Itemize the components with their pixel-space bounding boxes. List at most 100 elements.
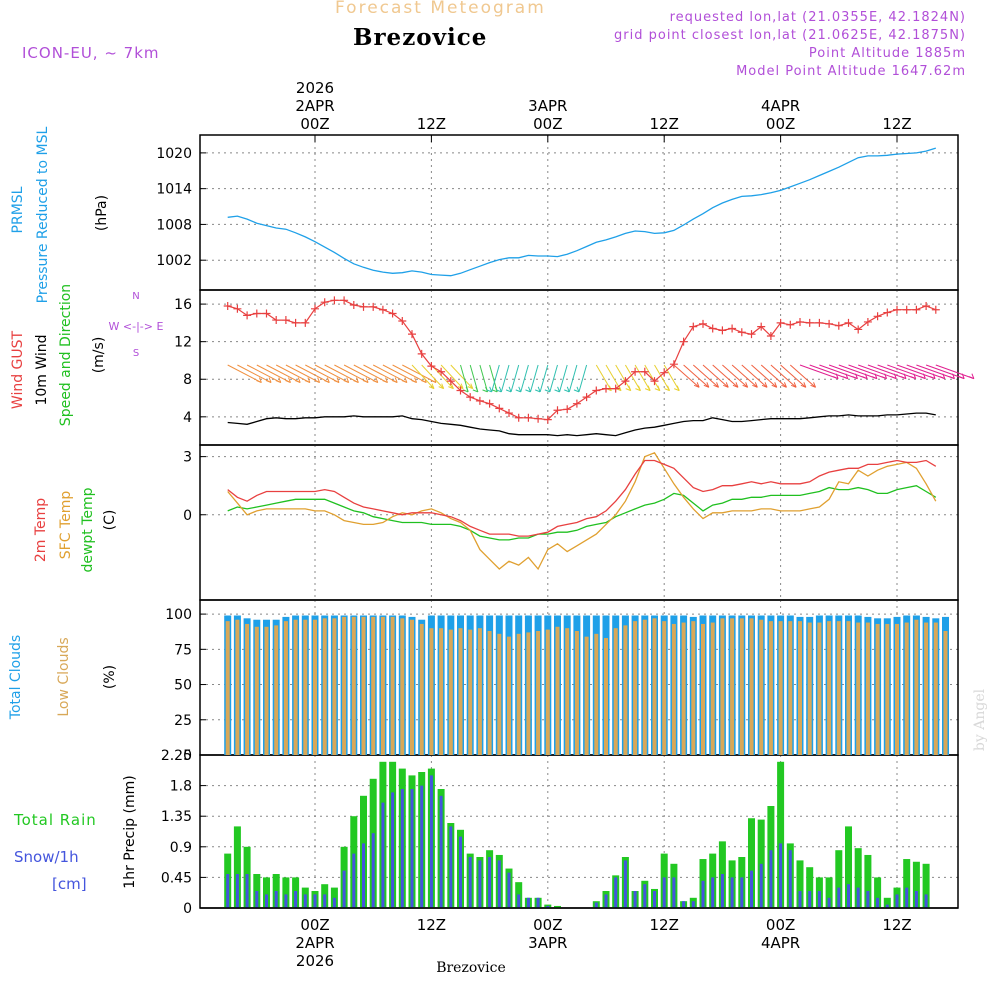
cloud-low-bar	[410, 619, 414, 755]
wind-gust-marker	[669, 360, 678, 369]
wind-gust-marker	[340, 296, 349, 305]
wind-arrow	[838, 364, 878, 380]
cloud-low-bar	[798, 621, 802, 755]
wind-arrow-head	[362, 377, 369, 383]
precip-snow-bar	[497, 860, 501, 908]
cloud-total-label: Total Clouds	[8, 635, 24, 720]
wind-gust-marker	[320, 298, 329, 307]
cloud-low-bar	[701, 623, 705, 755]
wind-gust-marker	[262, 309, 271, 318]
precip-rain-bar	[903, 859, 911, 908]
wind-arrow	[411, 364, 435, 389]
cloud-low-bar	[865, 622, 870, 755]
precip-snow-bar	[885, 904, 889, 908]
cloud-low-bar	[332, 618, 337, 755]
cloud-low-bar	[477, 628, 482, 755]
wind-arrow-head	[810, 382, 817, 388]
compass-north: N	[132, 291, 139, 302]
cloud-low-bar	[933, 622, 938, 755]
cloud-low-bar	[545, 629, 550, 755]
wind-gust-marker	[766, 332, 775, 341]
wind-arrow-head	[256, 377, 262, 383]
temp-frame	[199, 444, 959, 601]
pressure-ytick-label: 1020	[156, 146, 192, 162]
cloud-low-bar	[720, 618, 725, 755]
precip-snow-bar	[449, 826, 453, 908]
wind-arrow	[702, 364, 729, 388]
wind-gust-marker	[301, 318, 310, 327]
point-altitude: Point Altitude 1885m	[808, 46, 966, 61]
precip-snow-bar	[798, 891, 802, 908]
precip-snow-bar	[313, 894, 317, 908]
precip-ytick-label: 0.9	[170, 840, 192, 856]
precip-ytick-label: 0.45	[161, 870, 192, 886]
pressure-panel: 1002 1008 1014 1020	[156, 134, 959, 291]
wind-arrow-head	[790, 382, 797, 388]
precip-snow-bar	[294, 891, 298, 908]
station-title: Brezovice	[353, 24, 488, 51]
wind-dir-label: Speed and Direction	[58, 284, 74, 426]
wind-arrow	[237, 364, 272, 383]
wind-speed-line	[227, 412, 936, 437]
precip-rain-bar	[777, 761, 785, 908]
wind-arrow-head	[800, 382, 807, 388]
wind-arrow	[751, 364, 778, 388]
precip-frame	[199, 754, 959, 909]
precip-snow-bar	[303, 894, 307, 908]
cloud-low-bar	[875, 623, 880, 755]
cloud-low-bar	[254, 626, 259, 755]
wind-arrow	[848, 364, 887, 380]
wind-arrow	[828, 364, 868, 380]
wind-arrow-head	[392, 377, 398, 383]
wind-arrow	[539, 364, 549, 393]
cloud-low-bar	[642, 619, 647, 755]
precip-rain-bar	[845, 826, 852, 908]
wind-gust-marker	[834, 321, 843, 330]
pressure-label-msl: Pressure Reduced to MSL	[35, 126, 51, 303]
precip-snow-bar	[439, 795, 443, 908]
cloud-low-bar	[516, 633, 521, 755]
precip-snow-bar	[720, 874, 724, 908]
wind-arrow	[549, 364, 558, 393]
wind-arrow-head	[664, 385, 671, 392]
wind-arrow-head	[275, 377, 282, 383]
temp-sfc-line	[227, 451, 937, 571]
wind-arrow	[916, 364, 955, 380]
wind-gust-marker	[524, 413, 533, 422]
cloud-low-bar	[322, 618, 327, 755]
precip-rain-label: Total Rain	[13, 811, 97, 829]
wind-gust-marker	[495, 404, 504, 413]
watermark: by Angel	[972, 688, 988, 751]
bottom-time-label: 3APR	[528, 934, 567, 952]
wind-arrow-head	[693, 382, 700, 388]
wind-gust-marker	[863, 317, 872, 326]
wind-arrow-head	[742, 382, 749, 388]
wind-gust-marker	[291, 318, 300, 327]
wind-arrow	[275, 364, 311, 383]
precip-snow-bar	[429, 775, 433, 908]
wind-arrow	[789, 364, 816, 388]
temp-ytick-label: 3	[183, 450, 192, 466]
precip-snow-bar	[546, 905, 550, 908]
cloud-low-bar	[623, 625, 628, 755]
wind-arrow	[615, 364, 632, 391]
cloud-low-bar	[303, 619, 308, 755]
precip-snow-bar	[837, 887, 841, 908]
precip-snow-bar	[788, 850, 792, 908]
compass-south: S	[133, 348, 139, 359]
precip-snow-bar	[924, 894, 928, 908]
precip-snow-bar	[459, 836, 462, 908]
wind-arrow	[285, 364, 320, 383]
bottom-time-label: 2APR	[295, 934, 334, 952]
cloud-low-bar	[293, 619, 298, 755]
precip-cm-label: [cm]	[52, 875, 87, 893]
wind-arrow-head	[781, 382, 787, 388]
precip-rain-bar	[825, 877, 833, 908]
wind-arrow	[246, 364, 282, 383]
precip-snow-bar	[759, 863, 763, 908]
wind-arrow	[809, 364, 848, 380]
wind-arrow	[595, 364, 612, 391]
requested-location: requested lon,lat (21.0355E, 42.1824N)	[669, 10, 966, 25]
wind-arrow	[634, 364, 651, 391]
cloud-low-bar	[768, 621, 773, 755]
